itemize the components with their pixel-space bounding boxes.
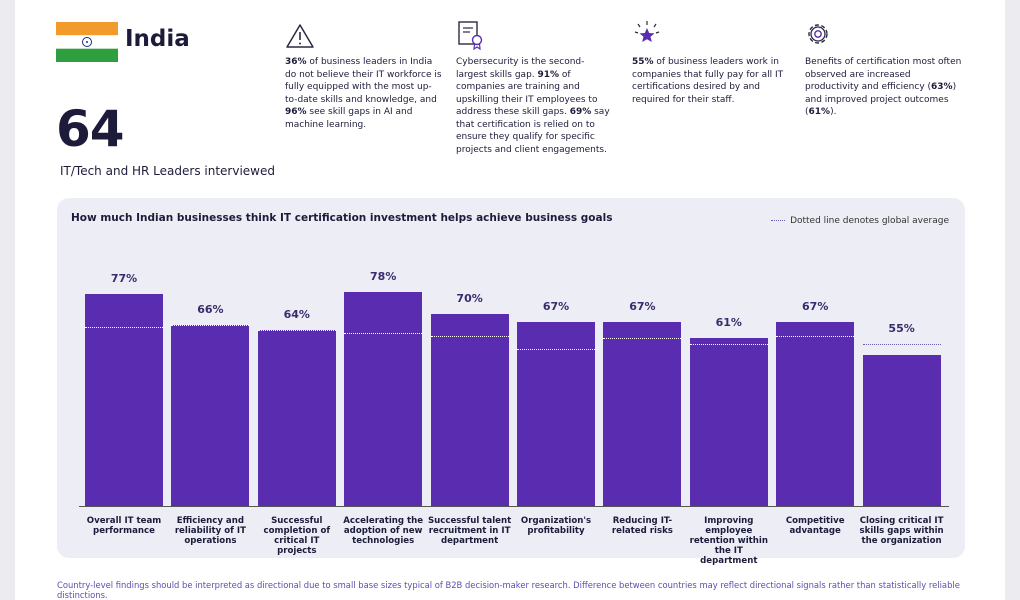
global-average-line [689, 343, 768, 345]
stat-highlight: 63% [931, 82, 953, 92]
value-label: 55% [888, 321, 915, 335]
category-label: Efficiency and reliability of IT operati… [174, 516, 246, 546]
stat-segment: Benefits of certification most often obs… [805, 57, 962, 92]
stat-segment: ) and improved project outcomes ( [805, 82, 957, 117]
category-label: Competitive advantage [785, 516, 845, 536]
stat-text: 55% of business leaders work in companie… [632, 56, 790, 106]
chart-title: How much Indian businesses think IT cert… [71, 212, 613, 224]
stat-highlight: 96% [285, 107, 307, 117]
category-label: Successful talent recruitment in IT depa… [427, 516, 512, 546]
category-label: Successful completion of critical IT pro… [263, 516, 331, 556]
legend-text: Dotted line denotes global average [790, 216, 949, 226]
category-label: Accelerating the adoption of new technol… [343, 516, 424, 546]
bar [344, 291, 423, 506]
stat-segment: of business leaders in India do not beli… [285, 57, 442, 105]
global-average-line [171, 324, 250, 326]
global-average-line [603, 338, 682, 340]
star-icon [634, 21, 660, 42]
stat-segment: see skill gaps in AI and machine learnin… [285, 107, 413, 130]
global-average-line [344, 332, 423, 334]
bar [171, 324, 250, 506]
chart-panel: How much Indian businesses think IT cert… [57, 198, 965, 566]
bar [257, 330, 336, 506]
global-average-line [257, 330, 336, 331]
value-label: 64% [283, 308, 310, 321]
certificate-icon [458, 21, 483, 50]
count: 64 [56, 100, 125, 158]
bar [85, 294, 163, 506]
global-average-line [517, 349, 595, 351]
bar [862, 354, 941, 506]
stat-highlight: 69% [569, 107, 592, 117]
bar [603, 321, 682, 506]
value-label: 77% [110, 272, 138, 286]
bar [517, 321, 595, 506]
legend-swatch [771, 220, 786, 221]
stat-segment: ). [830, 107, 837, 117]
value-label: 70% [456, 291, 483, 305]
value-label: 78% [370, 269, 397, 283]
warning-icon [286, 24, 314, 48]
stat-segment: say that certification is relied on to e… [456, 107, 610, 155]
bar [776, 321, 855, 506]
category-label: Closing critical IT skills gaps within t… [859, 516, 944, 546]
global-average-line [776, 335, 855, 337]
stat-highlight: 55% [632, 57, 654, 67]
category-label: Organization's profitability [520, 516, 592, 536]
category-label: Overall IT team performance [86, 516, 162, 536]
category-label: Reducing IT-related risks [611, 516, 673, 536]
flag [56, 22, 118, 62]
legend: Dotted line denotes global average [771, 216, 949, 226]
stat-highlight: 36% [285, 57, 307, 67]
value-label: 67% [542, 299, 570, 313]
gear-icon [808, 24, 828, 44]
stat-text: Cybersecurity is the second-largest skil… [456, 56, 614, 156]
value-label: 67% [629, 299, 656, 313]
stat-highlight: 61% [808, 107, 831, 117]
footnote: Country-level findings should be interpr… [57, 580, 960, 600]
value-label: 66% [197, 302, 224, 316]
stat-segment: of business leaders work in companies th… [632, 57, 784, 105]
stat-segment: Cybersecurity is the second-largest skil… [456, 57, 585, 80]
stat-text: Benefits of certification most often obs… [805, 56, 963, 119]
global-average-line [430, 335, 509, 337]
global-average-line [862, 343, 941, 345]
category-label: Improving employee retention within the … [689, 516, 768, 566]
global-average-line [85, 327, 163, 329]
baseline [79, 506, 949, 507]
count-caption: IT/Tech and HR Leaders interviewed [60, 164, 275, 178]
value-label: 61% [715, 316, 742, 330]
value-label: 67% [802, 299, 829, 313]
stat-text: 36% of business leaders in India do not … [285, 56, 443, 131]
country: India [125, 26, 190, 52]
stat-segment: of companies are training and upskilling… [456, 69, 598, 118]
stat-highlight: 91% [537, 69, 560, 80]
bar [689, 338, 768, 506]
bar [430, 313, 509, 506]
